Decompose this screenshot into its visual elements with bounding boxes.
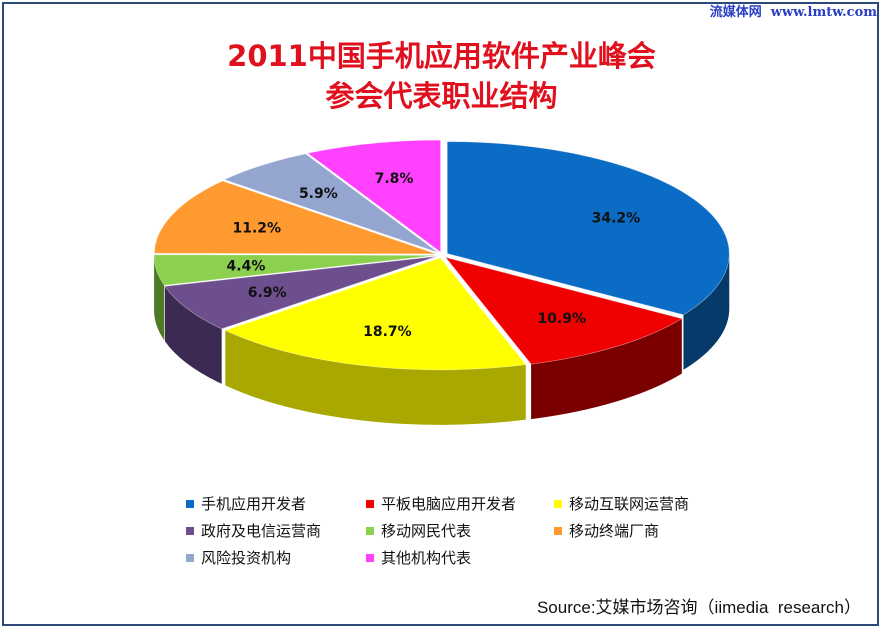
- legend-swatch: [186, 526, 194, 535]
- pie-data-label: 18.7%: [363, 324, 412, 340]
- pie-slice: [224, 257, 527, 371]
- watermark: 流媒体网 www.lmtw.com: [709, 5, 877, 20]
- chart-title-line2: 参会代表职业结构: [325, 79, 558, 113]
- legend-item: 手机应用开发者: [186, 493, 366, 514]
- pie-data-label: 5.9%: [299, 186, 338, 202]
- pie-slice: [153, 254, 437, 286]
- legend-swatch: [366, 553, 374, 562]
- legend-label: 移动网民代表: [381, 522, 472, 540]
- legend-label: 移动终端厂商: [569, 522, 660, 540]
- legend-item: 平板电脑应用开发者: [366, 493, 554, 514]
- chart-title-line1: 2011中国手机应用软件产业峰会: [227, 39, 656, 73]
- legend-item: 移动网民代表: [366, 520, 554, 541]
- pie-data-label: 6.9%: [248, 285, 287, 301]
- pie-slice: [223, 153, 439, 254]
- legend-item: 风险投资机构: [186, 547, 366, 568]
- pie-slice: [306, 139, 441, 253]
- legend-label: 政府及电信运营商: [201, 522, 322, 540]
- pie-data-label: 34.2%: [592, 210, 641, 226]
- pie-slice: [444, 256, 683, 365]
- pie-data-label: 10.9%: [537, 311, 586, 327]
- pie-data-label: 7.8%: [375, 171, 414, 187]
- pie-slice-side: [164, 286, 222, 384]
- pie-slice-side: [225, 330, 526, 425]
- legend-item: 其他机构代表: [366, 547, 554, 568]
- legend-swatch: [186, 499, 194, 508]
- pie-slice-side: [154, 255, 165, 341]
- legend-swatch: [554, 499, 562, 508]
- legend-swatch: [366, 526, 374, 535]
- pie-slice-side: [683, 253, 730, 370]
- pie-data-label: 4.4%: [227, 258, 266, 274]
- legend-label: 其他机构代表: [381, 549, 472, 567]
- legend-item: 移动互联网运营商: [554, 493, 734, 514]
- pie-slice: [446, 141, 730, 316]
- source-note: Source:艾媒市场咨询（iimedia research）: [536, 598, 861, 617]
- legend-item: 政府及电信运营商: [186, 520, 366, 541]
- legend: 手机应用开发者 平板电脑应用开发者 移动互联网运营商政府及电信运营商 移动网民代表 移动…: [186, 493, 746, 568]
- legend-swatch: [366, 499, 374, 508]
- legend-label: 平板电脑应用开发者: [381, 495, 517, 513]
- pie-slice: [153, 180, 437, 255]
- legend-swatch: [554, 526, 562, 535]
- pie-slice: [164, 256, 437, 330]
- legend-label: 风险投资机构: [201, 549, 292, 567]
- pie-data-label: 11.2%: [232, 220, 281, 236]
- legend-label: 移动互联网运营商: [569, 495, 690, 513]
- pie-slice-side: [531, 318, 682, 420]
- legend-swatch: [186, 553, 194, 562]
- legend-item: 移动终端厂商: [554, 520, 734, 541]
- legend-label: 手机应用开发者: [201, 495, 307, 513]
